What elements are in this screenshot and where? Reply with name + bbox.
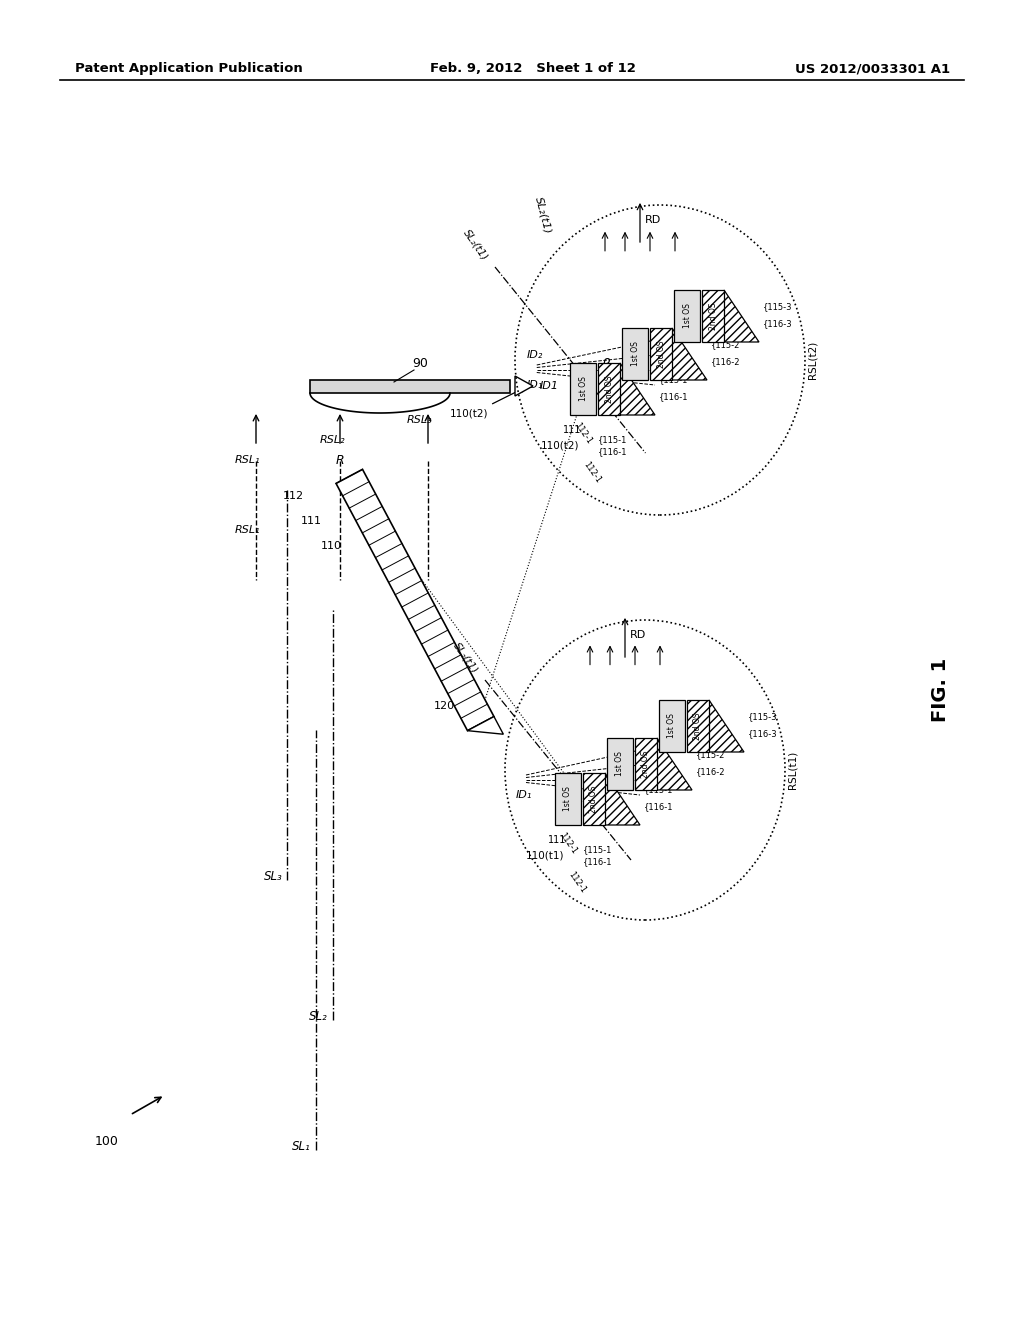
Text: 112-3: 112-3 xyxy=(662,758,683,783)
Text: 1st OS: 1st OS xyxy=(579,376,588,401)
Text: {115-1: {115-1 xyxy=(659,375,688,384)
Text: 112-1: 112-1 xyxy=(557,832,579,855)
FancyBboxPatch shape xyxy=(702,290,724,342)
Text: ID₁: ID₁ xyxy=(516,789,532,800)
Polygon shape xyxy=(336,470,494,731)
Text: 112-2: 112-2 xyxy=(609,796,631,821)
Text: 110(t2): 110(t2) xyxy=(450,408,488,418)
Text: RSL₁: RSL₁ xyxy=(236,455,261,465)
Text: RD: RD xyxy=(630,630,646,640)
Text: Patent Application Publication: Patent Application Publication xyxy=(75,62,303,75)
Text: SL₂(t1): SL₂(t1) xyxy=(452,640,480,675)
Text: Feb. 9, 2012   Sheet 1 of 12: Feb. 9, 2012 Sheet 1 of 12 xyxy=(430,62,636,75)
Text: 90: 90 xyxy=(412,356,428,370)
Text: RSL₂: RSL₂ xyxy=(321,436,346,445)
FancyBboxPatch shape xyxy=(583,774,605,825)
Text: 112-1: 112-1 xyxy=(572,421,594,446)
FancyBboxPatch shape xyxy=(687,700,709,752)
Text: 2nd OS: 2nd OS xyxy=(641,750,650,777)
Text: 1st OS: 1st OS xyxy=(631,342,640,367)
FancyBboxPatch shape xyxy=(598,363,620,414)
Text: 111: 111 xyxy=(548,836,566,845)
Text: 110: 110 xyxy=(321,541,342,550)
Polygon shape xyxy=(709,700,744,752)
FancyBboxPatch shape xyxy=(659,700,685,752)
Text: SL₁: SL₁ xyxy=(292,1140,310,1152)
Text: 1st OS: 1st OS xyxy=(668,714,677,738)
Text: SL₃: SL₃ xyxy=(263,870,283,883)
Text: 1st OS: 1st OS xyxy=(683,304,691,329)
FancyBboxPatch shape xyxy=(635,738,657,789)
FancyBboxPatch shape xyxy=(555,774,581,825)
Text: {115-1: {115-1 xyxy=(598,436,628,444)
Text: 110(t1): 110(t1) xyxy=(525,850,564,861)
Text: R: R xyxy=(336,454,344,466)
Polygon shape xyxy=(468,717,504,734)
Text: {116-1: {116-1 xyxy=(598,447,628,455)
Text: 111: 111 xyxy=(563,425,582,436)
Text: 100: 100 xyxy=(95,1135,119,1148)
Text: 1st OS: 1st OS xyxy=(615,751,625,776)
Text: ID₂: ID₂ xyxy=(526,350,543,360)
FancyBboxPatch shape xyxy=(607,738,633,789)
Text: 111: 111 xyxy=(301,516,323,525)
Text: 112-1: 112-1 xyxy=(566,870,588,895)
Polygon shape xyxy=(672,327,707,380)
Text: {116-3: {116-3 xyxy=(748,729,777,738)
Text: {115-1: {115-1 xyxy=(644,785,674,795)
Text: RSL(t2): RSL(t2) xyxy=(808,341,818,379)
Text: {115-1: {115-1 xyxy=(583,845,612,854)
Text: {115-2: {115-2 xyxy=(696,750,725,759)
Text: {116-2: {116-2 xyxy=(696,767,725,776)
Text: {116-1: {116-1 xyxy=(644,803,674,812)
Text: ID1: ID1 xyxy=(540,381,559,391)
Text: US 2012/0033301 A1: US 2012/0033301 A1 xyxy=(795,62,950,75)
Text: 110(t2): 110(t2) xyxy=(541,440,580,450)
Text: {116-1: {116-1 xyxy=(583,857,612,866)
Text: 112-2: 112-2 xyxy=(625,385,645,411)
Text: {115-2: {115-2 xyxy=(711,341,740,348)
Text: 2nd OS: 2nd OS xyxy=(709,302,718,330)
Text: RSL₁: RSL₁ xyxy=(234,525,260,535)
FancyBboxPatch shape xyxy=(570,363,596,414)
Text: 112-1: 112-1 xyxy=(582,459,602,484)
Text: SL₂(t1): SL₂(t1) xyxy=(462,227,490,261)
Text: RSL(t1): RSL(t1) xyxy=(788,751,798,789)
Text: ID₁: ID₁ xyxy=(526,380,543,389)
Polygon shape xyxy=(515,376,534,396)
Text: 2nd OS: 2nd OS xyxy=(590,785,598,813)
FancyBboxPatch shape xyxy=(310,380,510,393)
Text: 2nd OS: 2nd OS xyxy=(693,713,702,739)
Text: 2nd OS: 2nd OS xyxy=(656,341,666,368)
Text: RD: RD xyxy=(645,215,662,224)
Text: {115-3: {115-3 xyxy=(748,713,777,721)
Text: 112: 112 xyxy=(283,491,304,502)
FancyBboxPatch shape xyxy=(622,327,648,380)
Text: {116-3: {116-3 xyxy=(763,319,793,329)
FancyBboxPatch shape xyxy=(650,327,672,380)
Text: β: β xyxy=(600,358,609,372)
Text: 120: 120 xyxy=(434,701,456,710)
FancyBboxPatch shape xyxy=(674,290,700,342)
Text: {116-1: {116-1 xyxy=(659,392,688,401)
Text: {116-2: {116-2 xyxy=(711,358,740,366)
Text: RSL₃: RSL₃ xyxy=(408,414,433,425)
Text: 1st OS: 1st OS xyxy=(563,787,572,812)
Text: SL₂: SL₂ xyxy=(309,1010,328,1023)
Polygon shape xyxy=(724,290,759,342)
Polygon shape xyxy=(605,774,640,825)
Polygon shape xyxy=(620,363,655,414)
Text: 2nd OS: 2nd OS xyxy=(604,375,613,403)
Text: FIG. 1: FIG. 1 xyxy=(931,657,949,722)
Text: 112-3: 112-3 xyxy=(677,348,697,374)
Polygon shape xyxy=(657,738,692,789)
Text: SL₂(t1): SL₂(t1) xyxy=(534,195,553,235)
Text: {115-3: {115-3 xyxy=(763,302,793,312)
